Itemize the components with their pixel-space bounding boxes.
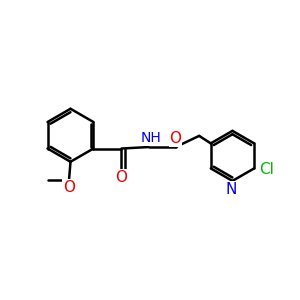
Text: NH: NH [140,131,161,145]
Text: O: O [116,169,128,184]
Text: O: O [63,180,75,195]
Text: O: O [169,131,181,146]
Text: N: N [225,182,237,197]
Text: Cl: Cl [259,162,274,177]
